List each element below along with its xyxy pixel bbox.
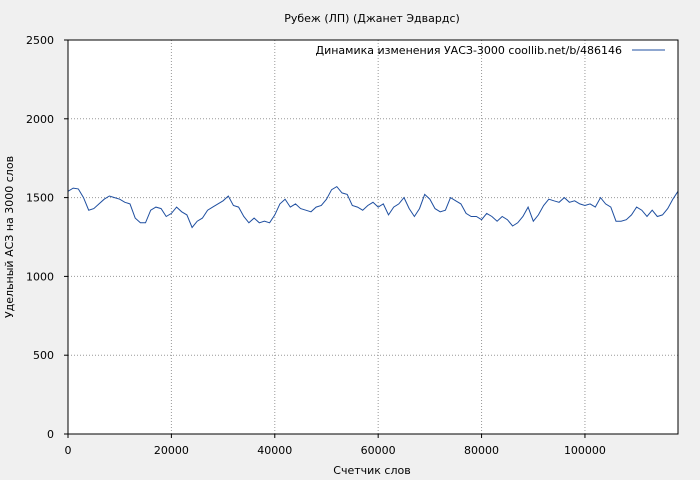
legend: Динамика изменения УАСЗ-3000 coollib.net… xyxy=(316,44,665,57)
x-tick-label: 20000 xyxy=(154,444,189,457)
y-tick-label: 1000 xyxy=(26,270,54,283)
series-line xyxy=(67,185,679,229)
y-tick-label: 500 xyxy=(33,349,54,362)
x-tick-label: 40000 xyxy=(257,444,292,457)
chart-title: Рубеж (ЛП) (Джанет Эдвардс) xyxy=(284,12,460,25)
plot-area xyxy=(68,40,678,434)
x-tick-label: 80000 xyxy=(464,444,499,457)
legend-label: Динамика изменения УАСЗ-3000 coollib.net… xyxy=(316,44,623,57)
series-lines xyxy=(67,185,679,229)
x-axis-label: Счетчик слов xyxy=(333,464,410,477)
y-tick-label: 2500 xyxy=(26,34,54,47)
plot-frame xyxy=(67,39,679,435)
x-tick-label: 100000 xyxy=(564,444,606,457)
x-tick-label: 60000 xyxy=(361,444,396,457)
y-axis-label: Удельный АСЗ на 3000 слов xyxy=(3,156,16,318)
axis-ticks: 0 500 1000 1500 2000 2500 0 20000 40000 60000 8000… xyxy=(26,34,606,457)
y-tick-label: 2000 xyxy=(26,113,54,126)
y-tick-label: 0 xyxy=(47,428,54,441)
x-tick-label: 0 xyxy=(65,444,72,457)
y-tick-label: 1500 xyxy=(26,192,54,205)
